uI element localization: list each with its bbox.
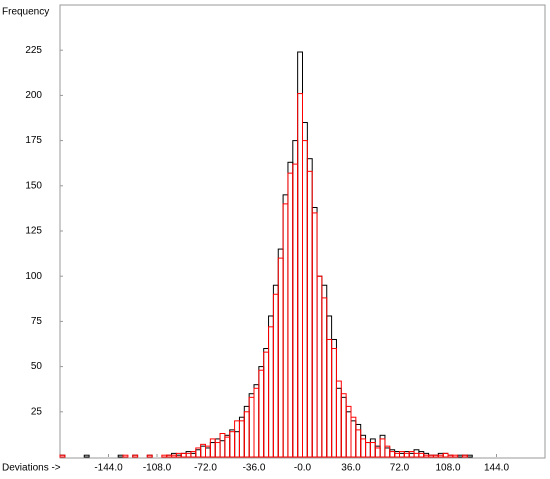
histogram-bar xyxy=(452,454,459,458)
y-tick-label: 50 xyxy=(31,361,43,372)
x-tick-label: -36.0 xyxy=(243,463,266,474)
x-tick-label: -0.0 xyxy=(294,463,312,474)
y-tick-label: 75 xyxy=(31,316,43,327)
y-tick-label: 200 xyxy=(25,90,42,101)
y-tick-label: 175 xyxy=(25,135,42,146)
x-axis-title: Deviations -> xyxy=(2,463,61,474)
y-tick-label: 25 xyxy=(31,406,43,417)
x-tick-label: 36.0 xyxy=(341,463,361,474)
y-axis-title: Frequency xyxy=(2,7,49,18)
y-tick-label: 150 xyxy=(25,180,42,191)
x-tick-label: -144.0 xyxy=(94,463,123,474)
y-tick-label: 225 xyxy=(25,45,42,56)
histogram-bar xyxy=(462,454,468,458)
histogram-bar xyxy=(59,454,66,458)
x-tick-label: -72.0 xyxy=(194,463,217,474)
histogram-bar xyxy=(83,454,90,458)
y-tick-label: 125 xyxy=(25,226,42,237)
histogram-bar xyxy=(146,454,153,458)
histogram-bar xyxy=(132,454,139,458)
x-tick-label: 108.0 xyxy=(435,463,460,474)
x-tick-label: -108.0 xyxy=(143,463,172,474)
histogram-bar xyxy=(122,454,129,458)
x-tick-label: 72.0 xyxy=(390,463,410,474)
y-tick-label: 100 xyxy=(25,271,42,282)
x-tick-label: 144.0 xyxy=(484,463,509,474)
